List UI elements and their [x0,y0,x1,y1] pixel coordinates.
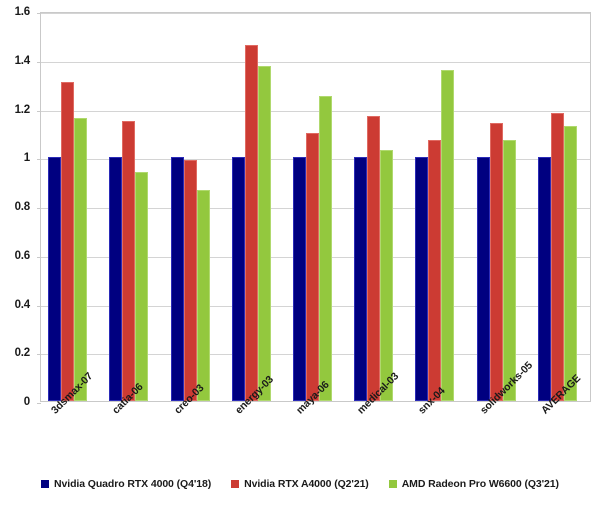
y-tick-mark [37,61,41,63]
gridline [41,110,590,112]
bar [441,69,455,401]
bar [257,65,271,401]
plot-area [37,12,591,404]
bar-group [476,13,516,401]
bar-group [48,13,88,401]
y-tick-mark [37,256,41,258]
y-tick-mark [37,354,41,356]
y-axis: 0 0.2 0.4 0.6 0.8 1 1.2 1.4 1.6 [0,0,38,410]
bar-group [537,13,577,401]
y-tick-label: 0 [23,396,30,408]
y-tick-label: 1.6 [14,6,31,18]
bar [170,157,184,401]
bar [306,132,319,401]
bar-group [293,13,332,401]
y-tick-label: 1.4 [14,54,31,67]
x-axis: 3dsmax-07 catia-06 creo-03 energy-03 maya-06… [40,359,591,468]
bar [48,157,62,401]
y-tick-mark [37,403,41,404]
bar [183,159,197,401]
bar [380,149,394,401]
legend-label: AMD Radeon Pro W6600 (Q3'21) [401,478,559,490]
bar [244,45,258,401]
bar [231,157,245,401]
bar [537,157,551,401]
legend-swatch-icon [41,480,50,488]
bar-group [109,13,149,401]
legend-label: Nvidia Quadro RTX 4000 (Q4'18) [54,478,212,490]
bar [476,157,490,401]
bar [319,96,332,401]
y-tick-label: 0.8 [14,201,31,213]
y-tick-mark [37,208,41,209]
bar [563,125,577,401]
y-tick-label: 0.2 [14,347,31,360]
legend-swatch-icon [388,480,397,488]
y-tick-mark [37,13,41,14]
bar [196,190,210,401]
bar [502,140,516,401]
bar [489,123,503,401]
legend-item[interactable]: Nvidia Quadro RTX 4000 (Q4'18) [41,478,211,490]
bars-layer [41,13,590,401]
bar [61,81,75,401]
legend-item[interactable]: AMD Radeon Pro W6600 (Q3'21) [388,478,559,490]
bar [354,157,368,401]
bar-group [170,13,210,401]
gridline [41,13,590,14]
legend-swatch-icon [231,480,240,488]
bar [109,157,123,401]
bar-group [415,13,455,401]
bar [293,157,306,401]
bar-group [354,13,394,401]
bar [122,120,136,401]
bar [367,115,381,401]
bar-group [231,13,271,401]
y-tick-label: 0.4 [14,298,31,311]
y-tick-mark [37,159,41,161]
bar [550,113,564,401]
legend-item[interactable]: Nvidia RTX A4000 (Q2'21) [231,478,369,490]
y-tick-label: 1.2 [14,103,31,116]
y-tick-mark [37,110,41,112]
bar [428,140,442,401]
gridline [41,61,590,63]
chart-legend: Nvidia Quadro RTX 4000 (Q4'18) Nvidia RTX… [0,478,600,490]
legend-label: Nvidia RTX A4000 (Q2'21) [244,478,369,490]
bar [415,157,429,401]
y-tick-label: 1 [23,152,30,165]
y-tick-mark [37,305,41,307]
bar [135,171,149,401]
bar [74,118,88,401]
y-tick-label: 0.6 [14,249,31,262]
